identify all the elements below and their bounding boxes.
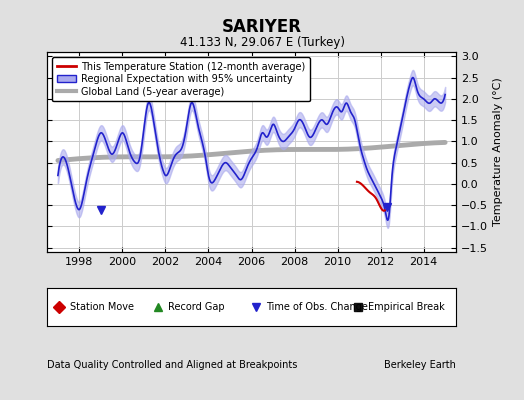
- Text: Station Move: Station Move: [70, 302, 134, 312]
- Legend: This Temperature Station (12-month average), Regional Expectation with 95% uncer: This Temperature Station (12-month avera…: [52, 57, 310, 102]
- Text: SARIYER: SARIYER: [222, 18, 302, 36]
- Text: Time of Obs. Change: Time of Obs. Change: [266, 302, 368, 312]
- Text: 41.133 N, 29.067 E (Turkey): 41.133 N, 29.067 E (Turkey): [180, 36, 344, 49]
- Text: Data Quality Controlled and Aligned at Breakpoints: Data Quality Controlled and Aligned at B…: [47, 360, 298, 370]
- Text: Berkeley Earth: Berkeley Earth: [384, 360, 456, 370]
- Text: Record Gap: Record Gap: [168, 302, 224, 312]
- Text: Empirical Break: Empirical Break: [368, 302, 445, 312]
- Y-axis label: Temperature Anomaly (°C): Temperature Anomaly (°C): [493, 78, 503, 226]
